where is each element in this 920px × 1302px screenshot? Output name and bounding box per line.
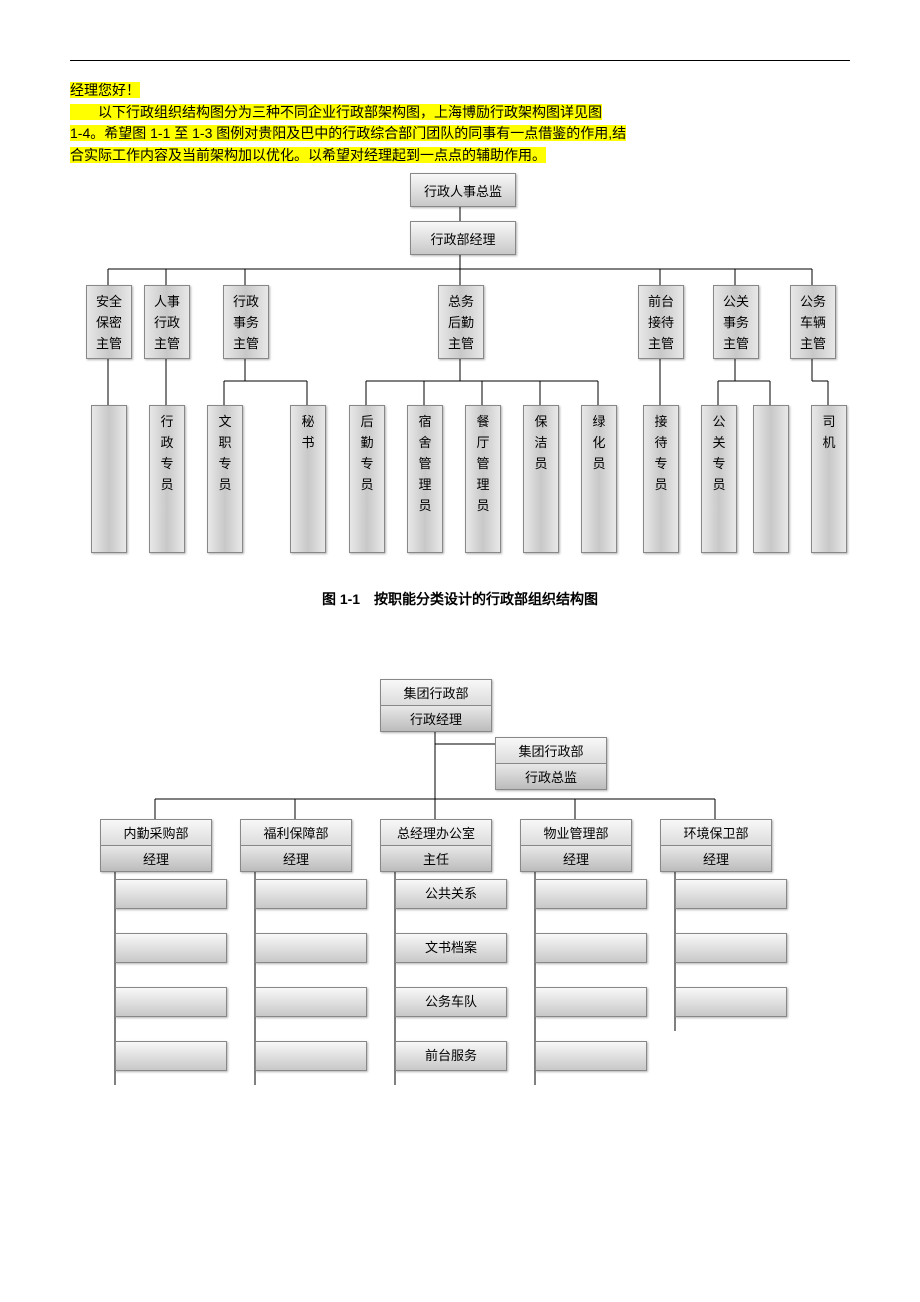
chart1-staff: 行政专员: [149, 405, 185, 553]
chart1-caption: 图 1-1 按职能分类设计的行政部组织结构图: [70, 589, 850, 609]
chart2-item-blank: [535, 1041, 647, 1071]
chart2-dept: 环境保卫部经理: [660, 819, 772, 872]
chart1-top2: 行政部经理: [410, 221, 516, 255]
chart1-staff: 保洁员: [523, 405, 559, 553]
chart2-item-blank: [115, 879, 227, 909]
intro-text: 经理您好！ 以下行政组织结构图分为三种不同企业行政部架构图，上海博励行政架构图详…: [70, 81, 850, 165]
chart2-root-bot: 行政经理: [381, 706, 491, 731]
chart2-item: 前台服务: [395, 1041, 507, 1071]
chart2-dept: 总经理办公室主任: [380, 819, 492, 872]
chart2-dept-bot: 主任: [381, 846, 491, 871]
chart1-staff: 绿化员: [581, 405, 617, 553]
chart1-staff: 文职专员: [207, 405, 243, 553]
chart2-item-blank: [115, 1041, 227, 1071]
chart1-manager: 行政事务主管: [223, 285, 269, 359]
chart1-staff: [91, 405, 127, 553]
chart2-item-blank: [115, 933, 227, 963]
intro-line2: 以下行政组织结构图分为三种不同企业行政部架构图，上海博励行政架构图详见图: [70, 104, 602, 120]
chart2-item-blank: [535, 933, 647, 963]
chart2-dept-bot: 经理: [521, 846, 631, 871]
chart2-dept-top: 环境保卫部: [661, 820, 771, 846]
chart1-manager: 公务车辆主管: [790, 285, 836, 359]
chart2-item-blank: [675, 879, 787, 909]
chart2-root: 集团行政部 行政经理: [380, 679, 492, 732]
chart2-item-blank: [675, 987, 787, 1017]
chart2-dept-top: 总经理办公室: [381, 820, 491, 846]
chart2-dept-top: 物业管理部: [521, 820, 631, 846]
chart1-manager: 安全保密主管: [86, 285, 132, 359]
intro-line4: 合实际工作内容及当前架构加以优化。以希望对经理起到一点点的辅助作用。: [70, 147, 546, 163]
chart1-staff: 司机: [811, 405, 847, 553]
chart1-manager: 人事行政主管: [144, 285, 190, 359]
chart2-dept-bot: 经理: [101, 846, 211, 871]
chart2-item-blank: [675, 933, 787, 963]
chart2-side-top: 集团行政部: [496, 738, 606, 764]
chart1-staff: 公关专员: [701, 405, 737, 553]
chart2-item-blank: [115, 987, 227, 1017]
chart2-side-bot: 行政总监: [496, 764, 606, 789]
chart1-staff: 餐厅管理员: [465, 405, 501, 553]
chart2-dept: 物业管理部经理: [520, 819, 632, 872]
top-rule: [70, 60, 850, 61]
chart2-item-blank: [535, 879, 647, 909]
chart2-item-blank: [255, 1041, 367, 1071]
chart2-item: 公务车队: [395, 987, 507, 1017]
chart2-item-blank: [255, 879, 367, 909]
chart1-manager: 公关事务主管: [713, 285, 759, 359]
chart1-manager: 总务后勤主管: [438, 285, 484, 359]
chart2-dept-top: 福利保障部: [241, 820, 351, 846]
chart2-dept-top: 内勤采购部: [101, 820, 211, 846]
chart2-dept: 内勤采购部经理: [100, 819, 212, 872]
chart2-dept-bot: 经理: [241, 846, 351, 871]
intro-line3: 1-4。希望图 1-1 至 1-3 图例对贵阳及巴中的行政综合部门团队的同事有一…: [70, 125, 626, 141]
chart2-dept-bot: 经理: [661, 846, 771, 871]
org-chart-1: 行政人事总监 行政部经理 安全保密主管人事行政主管行政事务主管 总务后勤主管 前台接…: [70, 173, 850, 573]
chart2-item-blank: [535, 987, 647, 1017]
chart2-side: 集团行政部 行政总监: [495, 737, 607, 790]
chart2-root-top: 集团行政部: [381, 680, 491, 706]
chart2-dept: 福利保障部经理: [240, 819, 352, 872]
intro-line1: 经理您好！: [70, 82, 140, 98]
chart1-staff: [753, 405, 789, 553]
chart2-item-blank: [255, 987, 367, 1017]
chart1-staff: 宿舍管理员: [407, 405, 443, 553]
chart1-staff: 后勤专员: [349, 405, 385, 553]
chart1-top1: 行政人事总监: [410, 173, 516, 207]
chart1-manager: 前台接待主管: [638, 285, 684, 359]
chart2-item: 文书档案: [395, 933, 507, 963]
chart2-item-blank: [255, 933, 367, 963]
chart2-item: 公共关系: [395, 879, 507, 909]
chart1-staff: 秘书: [290, 405, 326, 553]
chart1-staff: 接待专员: [643, 405, 679, 553]
org-chart-2: 集团行政部 行政经理 集团行政部 行政总监 内勤采购部经理福利保障部经理总经理办…: [70, 679, 850, 1139]
